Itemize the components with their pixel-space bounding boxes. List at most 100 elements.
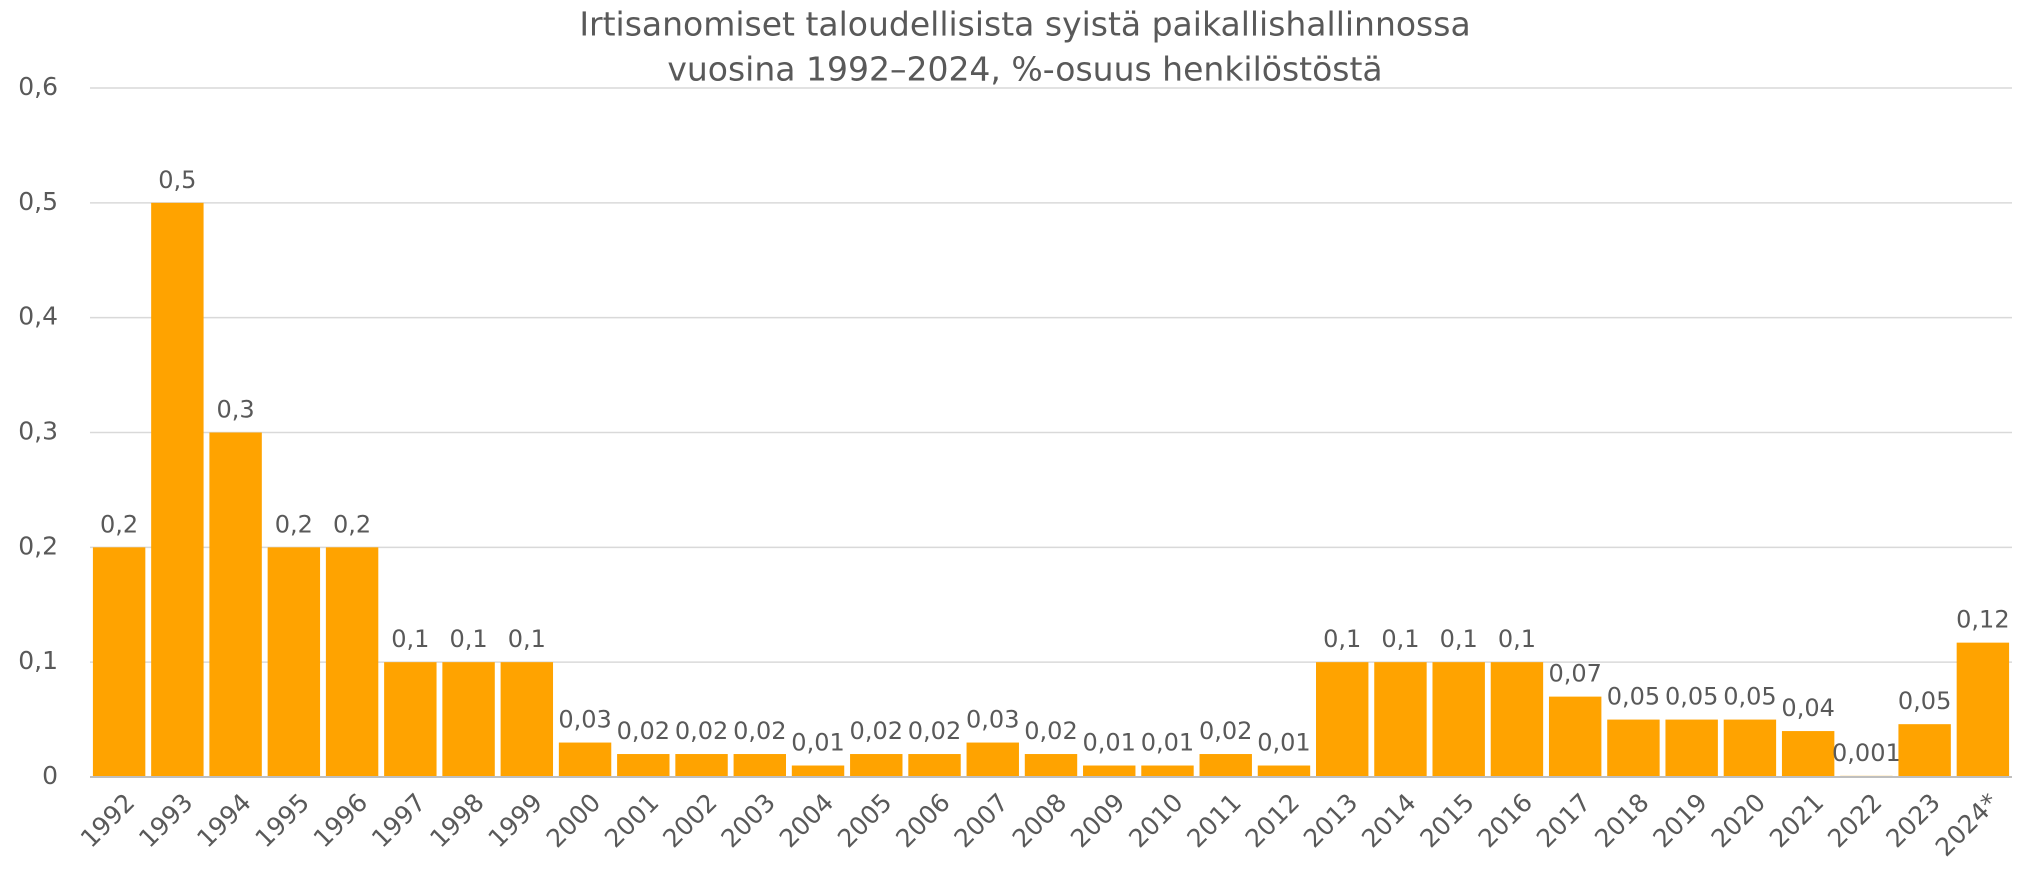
x-tick-label: 2019 — [1647, 788, 1712, 853]
bar — [1432, 662, 1485, 777]
x-tick-label: 1997 — [366, 788, 431, 853]
bar — [1083, 765, 1136, 777]
x-tick-label: 2002 — [657, 788, 722, 853]
data-label: 0,1 — [449, 625, 487, 653]
bar — [791, 765, 845, 777]
bar — [908, 754, 961, 777]
bar — [1898, 724, 1951, 777]
bar — [1316, 662, 1369, 777]
bar — [1956, 642, 2010, 777]
bar — [617, 754, 670, 777]
data-label: 0,1 — [1323, 625, 1361, 653]
data-label: 0,3 — [217, 396, 255, 424]
x-tick-label: 2001 — [599, 788, 664, 853]
bar — [1490, 662, 1544, 777]
x-tick-label: 2003 — [715, 788, 780, 853]
bar — [1024, 754, 1078, 777]
bar — [384, 662, 437, 777]
x-tick-label: 2007 — [948, 788, 1013, 853]
x-tick-label: 2020 — [1706, 788, 1771, 853]
bar — [733, 754, 786, 777]
bar — [1665, 719, 1718, 777]
data-label: 0,02 — [733, 717, 786, 745]
data-label: 0,01 — [791, 729, 844, 757]
data-label: 0,04 — [1781, 694, 1834, 722]
data-label: 0,1 — [1440, 625, 1478, 653]
x-tick-label: 2012 — [1240, 788, 1305, 853]
y-tick-label: 0 — [42, 761, 58, 790]
x-tick-label: 1995 — [250, 788, 315, 853]
x-tick-label: 1993 — [133, 788, 198, 853]
bar — [558, 742, 612, 777]
x-tick-label: 1996 — [308, 788, 373, 853]
data-label: 0,05 — [1607, 683, 1660, 711]
x-tick-label: 2010 — [1123, 788, 1188, 853]
bar — [209, 432, 262, 777]
bar — [850, 754, 903, 777]
data-label: 0,01 — [1141, 729, 1194, 757]
x-tick-label: 1992 — [75, 788, 140, 853]
y-tick-label: 0,5 — [18, 187, 58, 216]
bar — [325, 547, 379, 777]
y-tick-label: 0,6 — [18, 72, 58, 101]
data-label: 0,02 — [1199, 717, 1252, 745]
x-tick-label: 2024* — [1930, 788, 2004, 862]
bar — [500, 662, 554, 777]
data-label: 0,2 — [275, 510, 313, 538]
data-label: 0,1 — [508, 625, 546, 653]
bar — [442, 662, 495, 777]
bar — [1607, 719, 1660, 777]
data-label: 0,01 — [1083, 729, 1136, 757]
data-label: 0,05 — [1665, 683, 1718, 711]
x-tick-label: 2022 — [1822, 788, 1887, 853]
data-label: 0,03 — [966, 706, 1019, 734]
x-tick-label: 1998 — [424, 788, 489, 853]
bar — [675, 754, 728, 777]
x-tick-label: 2006 — [890, 788, 955, 853]
data-label: 0,05 — [1898, 687, 1951, 715]
data-label: 0,07 — [1548, 660, 1601, 688]
data-label: 0,001 — [1832, 739, 1901, 767]
data-label: 0,05 — [1723, 683, 1776, 711]
bar — [92, 547, 146, 777]
data-label: 0,1 — [1498, 625, 1536, 653]
x-tick-label: 2000 — [541, 788, 606, 853]
x-tick-label: 1999 — [483, 788, 548, 853]
x-tick-label: 2015 — [1414, 788, 1479, 853]
bar — [966, 742, 1019, 777]
data-label: 0,02 — [908, 717, 961, 745]
data-label: 0,01 — [1257, 729, 1310, 757]
data-label: 0,12 — [1956, 606, 2009, 634]
x-tick-label: 2013 — [1298, 788, 1363, 853]
data-label: 0,02 — [675, 717, 728, 745]
data-label: 0,02 — [617, 717, 670, 745]
chart-title: vuosina 1992–2024, %-osuus henkilöstöstä — [667, 50, 1382, 89]
y-tick-label: 0,3 — [18, 417, 58, 446]
y-tick-label: 0,1 — [18, 646, 58, 675]
x-tick-label: 1994 — [191, 788, 256, 853]
chart-title: Irtisanomiset taloudellisista syistä pai… — [579, 5, 1470, 44]
data-label: 0,02 — [1024, 717, 1077, 745]
y-tick-label: 0,2 — [18, 531, 58, 560]
data-label: 0,2 — [333, 510, 371, 538]
data-label: 0,5 — [158, 166, 196, 194]
bar — [1199, 754, 1252, 777]
bar — [1781, 731, 1835, 777]
x-tick-label: 2017 — [1531, 788, 1596, 853]
data-label: 0,1 — [1381, 625, 1419, 653]
bar — [267, 547, 321, 777]
x-tick-label: 2014 — [1356, 788, 1421, 853]
x-tick-label: 2004 — [774, 788, 839, 853]
data-label: 0,1 — [391, 625, 429, 653]
x-tick-label: 2009 — [1065, 788, 1130, 853]
bar — [1374, 662, 1427, 777]
x-tick-label: 2021 — [1764, 788, 1829, 853]
data-label: 0,2 — [100, 510, 138, 538]
bar — [1723, 719, 1777, 777]
bar — [1141, 765, 1194, 777]
bar — [151, 202, 204, 778]
x-tick-label: 2018 — [1589, 788, 1654, 853]
x-tick-label: 2005 — [832, 788, 897, 853]
x-tick-label: 2016 — [1473, 788, 1538, 853]
